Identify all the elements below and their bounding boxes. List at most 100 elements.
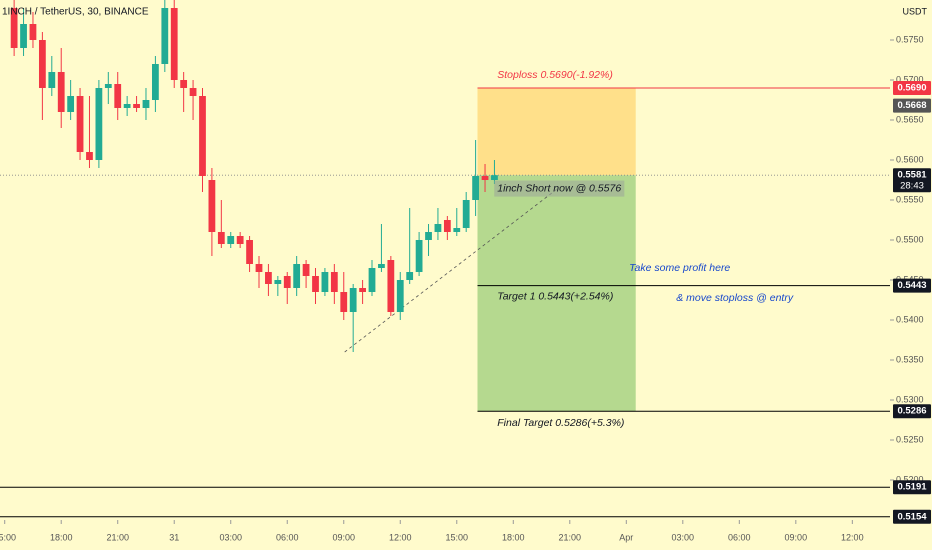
x-tick-label: 12:00	[841, 532, 864, 542]
price-label-box	[893, 278, 931, 293]
candle-body	[434, 224, 442, 232]
candle-body	[255, 264, 263, 272]
candle-body	[76, 96, 84, 152]
candle-body	[57, 72, 65, 112]
candle-body	[462, 200, 470, 228]
annotation: Stoploss 0.5690(-1.92%)	[497, 69, 613, 81]
price-label-box	[893, 81, 931, 95]
candle-body	[396, 280, 404, 312]
x-tick-label: Apr	[619, 532, 633, 542]
annotation: Target 1 0.5443(+2.54%)	[497, 291, 613, 303]
candle-body	[10, 8, 18, 48]
currency: USDT	[903, 6, 928, 16]
candle-body	[378, 264, 385, 268]
candle-body	[123, 104, 131, 108]
x-tick-label: 03:00	[219, 532, 242, 542]
candle-body	[265, 272, 272, 284]
y-tick-label: 0.5300	[896, 394, 924, 404]
candle-body	[415, 240, 423, 272]
candle-body	[236, 236, 244, 244]
price-label: 0.5286	[897, 406, 926, 417]
x-tick-label: 06:00	[276, 532, 299, 542]
candle-body	[387, 260, 395, 312]
x-tick-label: 03:00	[672, 532, 695, 542]
price-label-box	[893, 509, 931, 524]
y-tick-label: 0.5500	[896, 234, 924, 244]
axes: 0.5750 0.5700 0.5650 0.5600 0.5550 0.5500 0.54…	[0, 34, 931, 542]
x-tick-label: 21:00	[559, 532, 582, 542]
candle-body	[180, 80, 188, 88]
price-label: 0.5154	[897, 511, 927, 522]
price-label-box	[893, 168, 931, 193]
chart-title: 1INCH / TetherUS, 30, BINANCE	[2, 7, 149, 18]
candle-body	[349, 288, 357, 312]
y-tick-label: 0.5350	[896, 354, 924, 364]
reward-zone	[477, 175, 636, 412]
candle-body	[227, 236, 235, 244]
x-tick-label: 09:00	[785, 532, 808, 542]
x-tick-label: 09:00	[332, 532, 355, 542]
candle-body	[189, 88, 197, 96]
candle-body	[29, 24, 37, 40]
candle-body	[95, 88, 103, 160]
candle-body	[274, 280, 282, 284]
countdown: 28:43	[900, 181, 924, 192]
price-label-box	[893, 98, 931, 113]
price-label: 0.5443	[897, 280, 926, 291]
candle-body	[359, 288, 366, 292]
candle-body	[104, 84, 112, 88]
annotation-box	[494, 180, 625, 197]
candle-body	[293, 264, 301, 288]
candle-body	[20, 24, 27, 48]
candle-body	[86, 152, 93, 160]
y-tick-label: 0.5400	[896, 314, 924, 324]
candle-body	[217, 232, 225, 244]
candle-body	[170, 8, 178, 80]
x-tick-label: 15:00	[0, 532, 16, 542]
plot-area: Stoploss 0.5690(-1.92%) 1inch Short now @…	[0, 0, 890, 518]
annotation: & move stoploss @ entry	[676, 292, 794, 304]
candle-body	[472, 176, 479, 200]
x-tick-label: 18:00	[50, 532, 73, 542]
candle-body	[330, 272, 338, 292]
x-tick-label: 06:00	[728, 532, 751, 542]
x-tick-label: 12:00	[389, 532, 412, 542]
y-tick-label: 0.5750	[896, 34, 924, 44]
annotation: Final Target 0.5286(+5.3%)	[497, 417, 624, 429]
y-tick-label: 0.5250	[896, 434, 924, 444]
candle-body	[161, 8, 169, 64]
price-label: 0.5191	[897, 482, 927, 493]
candle-body	[114, 84, 122, 108]
candle-body	[283, 276, 291, 288]
candle-body	[443, 220, 451, 232]
annotation: 1inch Short now @ 0.5576	[497, 183, 621, 195]
candle-body	[38, 40, 46, 88]
candle-body	[48, 72, 56, 88]
price-label-box	[893, 404, 931, 419]
price-label: 0.5581	[897, 170, 927, 181]
risk-zone	[477, 88, 636, 176]
y-tick-label: 0.5200	[896, 474, 924, 484]
candle-body	[340, 292, 348, 312]
candle-body	[133, 104, 140, 108]
candle-body	[199, 96, 206, 176]
candle-body	[302, 264, 310, 276]
candle-body	[312, 276, 319, 292]
candle-body	[406, 272, 414, 280]
x-tick-label: 18:00	[502, 532, 525, 542]
y-tick-label: 0.5550	[896, 194, 924, 204]
price-label-box	[893, 480, 931, 495]
candle-body	[208, 180, 216, 232]
price-label: 0.5668	[897, 100, 926, 111]
price-label: 0.5690	[897, 83, 926, 94]
candle-body	[321, 272, 329, 292]
candle-body	[67, 96, 75, 112]
annotation: Take some profit here	[629, 262, 730, 274]
candle-body	[481, 176, 489, 180]
x-tick-label: 21:00	[106, 532, 129, 542]
x-tick-label: 31	[169, 532, 179, 542]
candle-body	[425, 232, 432, 240]
candle-body	[491, 175, 498, 180]
x-tick-label: 15:00	[446, 532, 469, 542]
